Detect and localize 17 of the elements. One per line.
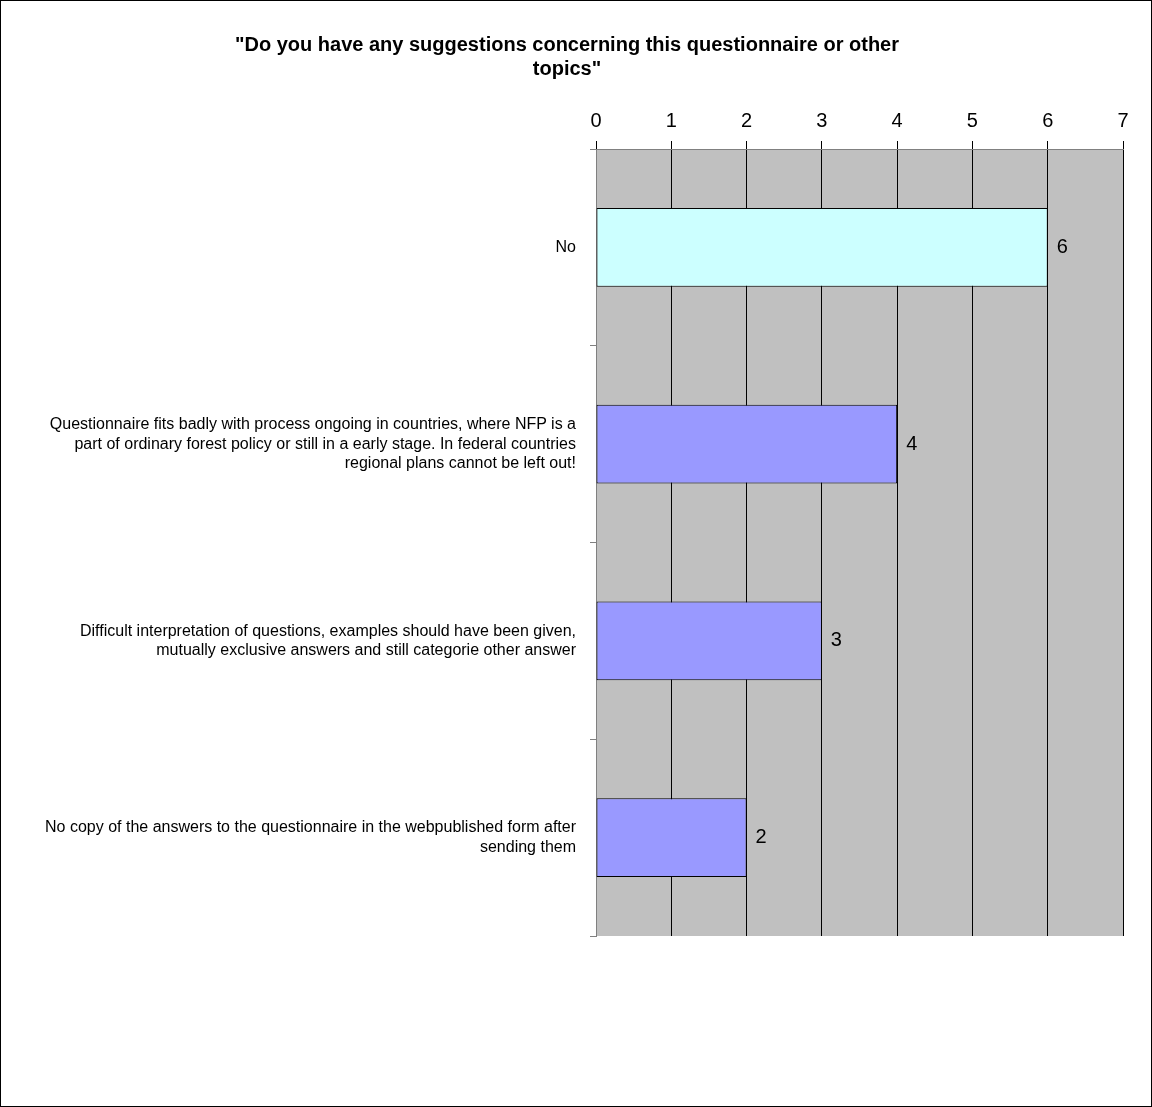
x-tick-label: 5 [966, 108, 978, 131]
data-label: 2 [755, 825, 767, 848]
data-label: 3 [830, 628, 842, 651]
y-tick-label: Difficult interpretation of questions, examples should have been given, mutually exclusive answers and still categorie other answer [79, 621, 577, 658]
data-label: 4 [906, 431, 918, 454]
x-tick-label: 1 [665, 108, 677, 131]
x-tick-label: 6 [1042, 108, 1054, 131]
y-tick-label: Questionnaire fits badly with process ongoing in countries, where NFP is a part of ordinary forest policy or still in a early stage. In federal countries regional plans cannot be left out! [49, 415, 577, 471]
chart-title: "Do you have any suggestions concerning this questionnaire or other topics" [234, 32, 900, 79]
x-tick-label: 0 [590, 108, 602, 131]
x-tick-label: 7 [1117, 108, 1129, 131]
y-tick-label: No [555, 237, 577, 255]
x-tick-label: 2 [741, 108, 753, 131]
x-tick-label: 4 [891, 108, 903, 131]
x-tick-label: 3 [816, 108, 828, 131]
y-tick-label: No copy of the answers to the questionnaire in the webpublished form after sending them [45, 818, 577, 855]
data-label: 6 [1056, 234, 1068, 257]
